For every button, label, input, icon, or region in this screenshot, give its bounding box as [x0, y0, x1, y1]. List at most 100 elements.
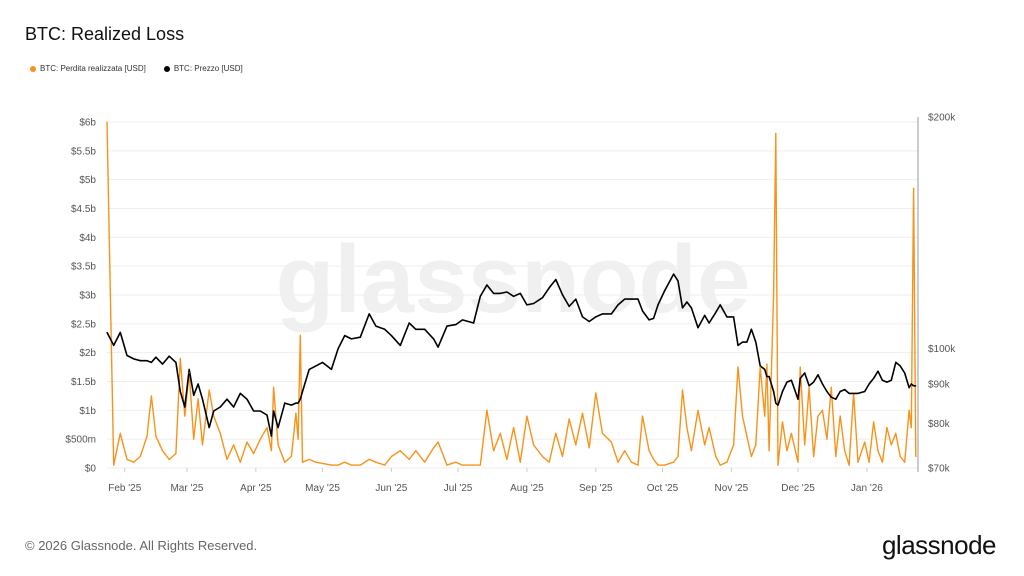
realized-loss-point	[764, 415, 766, 417]
price-line	[106, 273, 916, 437]
realized-loss-point	[686, 427, 688, 429]
price-point	[719, 304, 721, 306]
price-point	[213, 410, 215, 412]
realized-loss-point	[672, 461, 675, 463]
price-point	[308, 368, 310, 371]
legend-dot-icon	[30, 65, 36, 72]
price-point	[168, 355, 170, 357]
x-tick-label: Nov '25	[715, 483, 749, 494]
realized-loss-point	[781, 421, 784, 423]
realized-loss-point	[297, 438, 299, 440]
realized-loss-point	[201, 444, 204, 446]
x-tick-label: Jul '25	[444, 483, 473, 494]
price-point	[106, 331, 108, 334]
realized-loss-point	[857, 461, 859, 463]
realized-loss-point	[759, 366, 761, 368]
price-point	[857, 392, 859, 394]
realized-loss-point	[681, 389, 684, 391]
price-point	[755, 341, 757, 343]
realized-loss-point	[161, 450, 164, 452]
price-point	[155, 356, 157, 358]
y-left-tick-label: $3.5b	[71, 262, 96, 273]
realized-loss-point	[601, 432, 604, 434]
price-point	[812, 381, 815, 383]
realized-loss-point	[330, 464, 333, 466]
realized-loss-point	[146, 435, 148, 437]
realized-loss-point	[575, 444, 577, 446]
y-right-tick-label: $100k	[928, 344, 956, 355]
y-left-tick-label: $2b	[79, 348, 96, 359]
price-point	[506, 291, 508, 293]
price-point	[266, 414, 268, 416]
y-left-tick-label: $0	[85, 464, 97, 475]
price-point	[368, 313, 370, 315]
price-point	[193, 394, 195, 396]
price-point	[499, 292, 501, 295]
price-point	[595, 316, 597, 318]
realized-loss-point	[548, 461, 550, 463]
price-point	[295, 402, 297, 404]
realized-loss-point	[848, 464, 850, 466]
realized-loss-point	[741, 415, 744, 417]
realized-loss-point	[899, 455, 901, 458]
realized-loss-point	[284, 461, 286, 463]
realized-loss-point	[246, 441, 248, 443]
price-point	[775, 402, 777, 404]
glassnode-logo[interactable]: glassnode	[881, 530, 997, 560]
watermark: glassnode	[276, 226, 751, 333]
y-right-tick-label: $70k	[928, 464, 951, 475]
price-point	[677, 280, 679, 282]
realized-loss-point	[384, 464, 386, 466]
realized-loss-point	[555, 432, 557, 434]
y-left-tick-label: $4b	[79, 233, 96, 244]
price-point	[830, 396, 832, 398]
price-point	[533, 302, 535, 305]
realized-loss-point	[433, 447, 435, 449]
realized-loss-point	[908, 409, 910, 411]
price-point	[817, 374, 819, 376]
realized-loss-point	[568, 418, 570, 420]
price-point	[768, 376, 770, 378]
realized-loss-point	[808, 386, 810, 388]
price-point	[844, 388, 846, 391]
x-tick-label: Sep '25	[579, 483, 613, 494]
price-point	[126, 354, 128, 357]
price-point	[652, 317, 655, 320]
realized-loss-point	[864, 441, 866, 443]
realized-loss-point	[541, 455, 544, 458]
realized-loss-point	[839, 415, 841, 417]
price-point	[299, 398, 301, 400]
realized-loss-point	[890, 444, 892, 446]
realized-loss-point	[493, 450, 495, 452]
realized-loss-point	[637, 464, 639, 466]
realized-loss-point	[830, 386, 832, 388]
x-tick-label: Aug '25	[510, 483, 544, 494]
price-point	[588, 320, 590, 323]
y-left-tick-label: $2.5b	[71, 319, 96, 330]
realized-loss-point	[139, 455, 141, 458]
price-point	[175, 361, 177, 363]
realized-loss-point	[915, 455, 917, 458]
price-point	[146, 360, 148, 362]
realized-loss-point	[184, 415, 186, 417]
price-point	[741, 341, 744, 343]
realized-loss-point	[910, 427, 912, 429]
price-point	[337, 348, 339, 350]
realized-loss-point	[912, 187, 915, 189]
realized-loss-point	[359, 464, 361, 466]
realized-loss-point	[595, 392, 597, 394]
legend-item-price[interactable]: BTC: Prezzo [USD]	[163, 64, 243, 73]
realized-loss-point	[697, 409, 699, 411]
realized-loss-point	[113, 464, 115, 466]
legend-label: BTC: Prezzo [USD]	[173, 64, 243, 73]
y-left-tick-label: $1.5b	[71, 377, 96, 388]
price-point	[610, 313, 612, 315]
y-right-tick-label: $80k	[928, 419, 951, 430]
price-point	[493, 292, 495, 295]
price-point	[284, 402, 286, 404]
realized-loss-point	[737, 366, 739, 368]
price-point	[704, 314, 706, 316]
legend-item-loss[interactable]: BTC: Perdita realizzata [USD]	[30, 64, 146, 73]
realized-loss-point	[797, 461, 799, 463]
